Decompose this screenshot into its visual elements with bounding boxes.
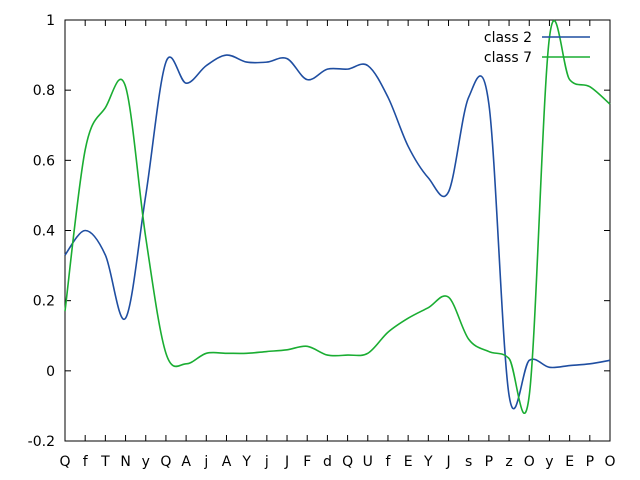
series-line-2 (64, 19, 611, 415)
y-tick: -0.2 (28, 434, 610, 450)
x-tick-label: f (83, 454, 89, 470)
y-tick: 0.4 (33, 224, 610, 240)
x-tick-label: s (465, 454, 472, 470)
x-tick: f (83, 20, 89, 470)
x-tick-label: Y (423, 454, 433, 470)
x-tick: j (203, 20, 208, 470)
x-tick: s (465, 20, 472, 470)
x-tick-label: E (565, 454, 574, 470)
y-tick-label: 0.4 (33, 224, 55, 240)
legend-label: class 2 (484, 30, 532, 46)
x-tick-label: U (363, 454, 373, 470)
y-tick-label: -0.2 (28, 434, 55, 450)
x-tick-label: J (445, 454, 450, 470)
legend-entry: class 7 (484, 50, 590, 66)
x-tick: P (485, 20, 493, 470)
x-tick-label: Q (160, 454, 171, 470)
x-tick: Q (342, 20, 353, 470)
x-tick-label: Q (342, 454, 353, 470)
y-tick-label: 0.2 (33, 294, 55, 310)
x-tick-label: P (586, 454, 594, 470)
y-tick: 0.8 (33, 83, 610, 99)
plot-frame (64, 19, 611, 442)
x-tick-label: d (323, 454, 332, 470)
y-tick-label: 0.8 (33, 83, 55, 99)
legend-label: class 7 (484, 50, 532, 66)
x-tick: d (323, 20, 332, 470)
x-tick-label: j (264, 454, 269, 470)
y-tick: 0.2 (33, 294, 610, 310)
x-tick: F (303, 20, 311, 470)
x-tick-label: F (303, 454, 311, 470)
y-tick-label: 1 (46, 13, 55, 29)
x-tick-label: E (404, 454, 413, 470)
y-tick: 1 (46, 13, 610, 29)
x-tick-label: J (284, 454, 289, 470)
x-tick-label: O (604, 454, 615, 470)
x-tick: y (545, 20, 554, 470)
x-tick-label: P (485, 454, 493, 470)
x-tick: f (385, 20, 391, 470)
y-tick-label: 0.6 (33, 153, 55, 169)
x-tick: U (363, 20, 373, 470)
x-tick-label: j (203, 454, 208, 470)
legend: class 2 class 7 (484, 30, 590, 66)
x-tick: Q (59, 20, 71, 470)
series-line-1 (64, 54, 611, 410)
y-axis: -0.2 0 0.2 0.4 0.6 0.8 1 (28, 13, 610, 450)
x-tick: N (120, 20, 131, 470)
x-tick: A (181, 20, 191, 470)
x-tick-label: N (120, 454, 130, 470)
x-tick: Y (423, 20, 433, 470)
x-tick: Y (241, 20, 251, 470)
x-tick-label: A (181, 454, 191, 470)
x-tick-label: Q (59, 454, 70, 470)
x-tick: E (404, 20, 413, 470)
x-tick: T (100, 20, 110, 470)
x-tick-label: T (100, 454, 110, 470)
x-tick: O (524, 20, 535, 470)
x-tick-label: y (545, 454, 553, 470)
y-tick: 0 (46, 364, 610, 380)
x-tick: z (505, 20, 513, 470)
x-tick-label: Y (241, 454, 251, 470)
x-tick: J (445, 20, 451, 470)
x-tick: Q (160, 20, 171, 470)
series-group (64, 19, 611, 415)
x-tick-label: O (524, 454, 535, 470)
x-tick: P (586, 20, 594, 470)
x-tick-label: f (385, 454, 391, 470)
x-tick: j (264, 20, 269, 470)
x-tick: J (284, 20, 289, 470)
x-tick-label: z (505, 454, 512, 470)
x-tick: E (565, 20, 574, 470)
y-tick-label: 0 (46, 364, 55, 380)
x-tick: O (604, 20, 616, 470)
x-tick-label: y (142, 454, 150, 470)
legend-entry: class 2 (484, 30, 590, 46)
y-tick: 0.6 (33, 153, 610, 169)
x-tick: A (222, 20, 232, 470)
x-tick-label: A (222, 454, 232, 470)
x-tick: y (142, 20, 150, 470)
